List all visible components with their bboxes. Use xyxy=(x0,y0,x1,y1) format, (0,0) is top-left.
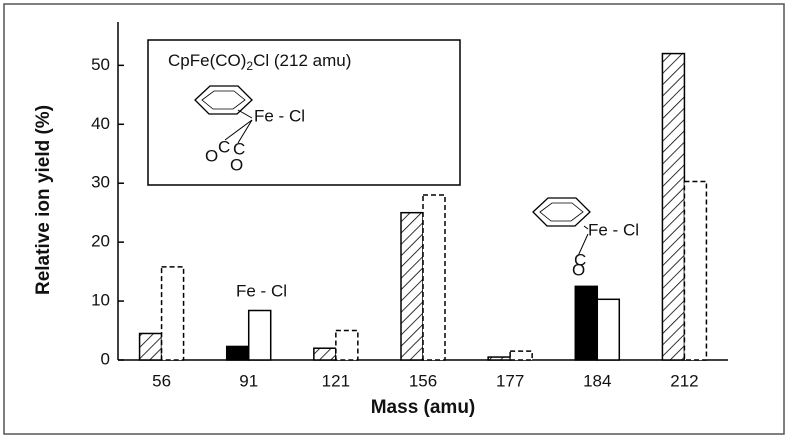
bar xyxy=(313,347,337,361)
inset-formula: CpFe(CO)2Cl (212 amu) xyxy=(168,51,351,73)
annotation: Fe - Cl xyxy=(236,281,287,300)
bond xyxy=(224,119,253,141)
ligand: C xyxy=(574,250,586,269)
bar xyxy=(683,180,708,361)
x-tick-label: 56 xyxy=(152,371,171,390)
cp-ring-inner xyxy=(539,202,584,222)
frame xyxy=(3,3,785,435)
bar xyxy=(400,211,424,361)
y-tick-label: 10 xyxy=(91,291,110,310)
cp-ring xyxy=(194,85,253,115)
inset-box xyxy=(147,39,461,186)
bond xyxy=(583,225,589,230)
bar xyxy=(574,285,599,361)
bond xyxy=(237,119,253,144)
bond xyxy=(237,109,253,119)
bar xyxy=(487,356,511,361)
ligand: C xyxy=(218,137,230,156)
y-tick-label: 30 xyxy=(91,173,110,192)
bar xyxy=(247,309,272,361)
x-axis-label: Mass (amu) xyxy=(371,397,476,418)
bar xyxy=(225,345,250,361)
ligand: C xyxy=(233,139,245,158)
ligand: O xyxy=(230,155,243,174)
bar xyxy=(138,332,163,361)
ligand: O xyxy=(205,146,218,165)
bar xyxy=(596,298,621,361)
cp-ring xyxy=(532,197,591,227)
bar xyxy=(661,52,686,361)
x-tick-label: 91 xyxy=(239,371,258,390)
y-tick-label: 0 xyxy=(101,349,110,368)
x-tick-label: 156 xyxy=(409,371,437,390)
bar xyxy=(422,194,446,361)
y-tick-label: 20 xyxy=(91,232,110,251)
ligand: O xyxy=(572,260,585,279)
bond xyxy=(577,233,589,257)
bar xyxy=(160,266,185,361)
y-tick-label: 40 xyxy=(91,114,110,133)
annotation: Fe - Cl xyxy=(588,220,639,239)
bar xyxy=(509,350,533,361)
x-tick-label: 212 xyxy=(670,371,698,390)
x-tick-label: 121 xyxy=(322,371,350,390)
inset-label: Fe - Cl xyxy=(254,106,305,125)
bar xyxy=(335,329,359,361)
x-tick-label: 177 xyxy=(496,371,524,390)
y-tick-label: 50 xyxy=(91,55,110,74)
x-tick-label: 184 xyxy=(583,371,611,390)
y-axis-label: Relative ion yield (%) xyxy=(33,105,54,295)
cp-ring-inner xyxy=(201,90,246,110)
